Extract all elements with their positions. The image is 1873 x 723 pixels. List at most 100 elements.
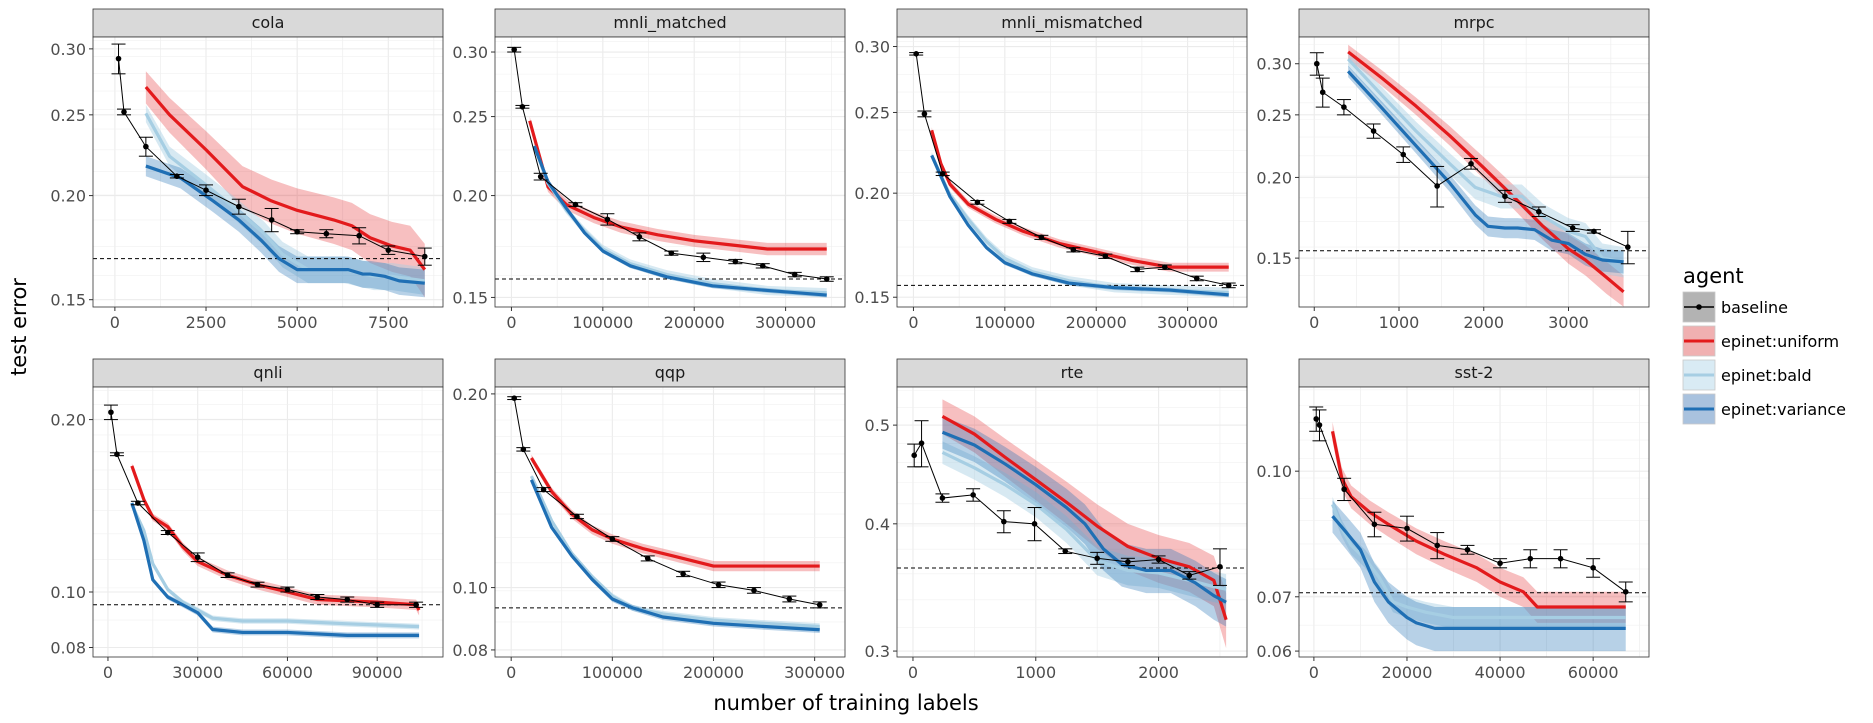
baseline-point [1591, 228, 1597, 235]
band-epinet-variance [1348, 65, 1624, 274]
x-tick-label: 30000 [172, 663, 223, 682]
legend-label: baseline [1721, 298, 1788, 317]
baseline-point [1062, 548, 1069, 554]
line-epinet-variance [529, 479, 820, 632]
band-epinet-variance [1332, 500, 1626, 652]
line-epinet-bald [130, 504, 420, 629]
panel-strip [1298, 358, 1650, 388]
baseline-point [970, 492, 976, 498]
x-tick-label: 0 [506, 663, 516, 682]
panel-strip [896, 8, 1248, 38]
y-tick-label: 0.25 [854, 103, 890, 122]
baseline-point [421, 253, 428, 260]
baseline-point [314, 594, 321, 600]
line-epinet-bald [1331, 503, 1626, 620]
band-epinet-variance [931, 153, 1229, 298]
baseline-point [1468, 160, 1474, 167]
y-tick-label: 0.5 [865, 416, 890, 435]
y-tick-label: 0.10 [50, 583, 86, 602]
baseline-point [143, 143, 149, 150]
legend-label: epinet:uniform [1721, 332, 1839, 351]
baseline-point [268, 217, 275, 223]
y-tick-label: 0.15 [1256, 249, 1292, 268]
baseline-point [911, 452, 917, 459]
baseline-point [1371, 521, 1378, 528]
panel-title: sst-2 [1455, 363, 1494, 382]
baseline-point [786, 596, 793, 602]
legend-item-baseline: baseline [1682, 291, 1788, 323]
baseline-point [1341, 486, 1347, 493]
y-tick-label: 0.20 [452, 187, 488, 206]
x-tick-label: 0 [908, 313, 918, 332]
y-tick-label: 0.25 [452, 108, 488, 127]
panel-qnli: qnli 0.08 0.10 0.20 0 30000 60000 90000 [50, 358, 444, 682]
panel-title: mrpc [1453, 13, 1494, 32]
panel-border [92, 386, 444, 658]
line-epinet-uniform [530, 457, 820, 568]
baseline-point [224, 572, 231, 578]
baseline-point [759, 263, 766, 269]
y-tick-label: 0.20 [452, 385, 488, 404]
line-baseline [513, 49, 827, 280]
panel-mnli-matched: mnli_matched 0.15 0.20 0.25 0.30 0 100000 20000… [452, 8, 846, 332]
x-tick-label: 2000 [1463, 313, 1504, 332]
line-epinet-uniform [144, 85, 427, 271]
baseline-point [413, 601, 419, 608]
baseline-point [1536, 208, 1542, 215]
x-tick-label: 5000 [277, 313, 318, 332]
y-tick-label: 0.20 [1256, 168, 1292, 187]
x-tick-label: 100000 [582, 663, 643, 682]
x-tick-label: 7500 [368, 313, 409, 332]
x-tick-label: 100000 [974, 313, 1035, 332]
baseline-point [572, 201, 579, 208]
baseline-point [236, 203, 242, 210]
baseline-point [939, 495, 946, 501]
baseline-point [1186, 572, 1193, 579]
baseline-point [939, 171, 946, 177]
baseline-point [913, 51, 919, 57]
legend: agent baseline epinet:uniform epinet:bald e… [1682, 264, 1846, 425]
baseline-point [1370, 128, 1377, 134]
y-tick-label: 0.30 [1256, 55, 1292, 74]
x-tick-label: 0 [908, 663, 918, 682]
panel-qqp: qqp 0.08 0.10 0.20 0 100000 200000 300000 [452, 358, 846, 682]
baseline-point [1625, 244, 1631, 250]
baseline-point [1557, 555, 1564, 562]
line-epinet-bald [1346, 57, 1624, 264]
y-tick-label: 0.20 [50, 187, 86, 206]
band-epinet-variance [145, 156, 425, 298]
x-tick-label: 40000 [1475, 663, 1526, 682]
line-epinet-variance [1346, 70, 1624, 264]
y-tick-label: 0.08 [50, 638, 86, 657]
x-tick-label: 60000 [1568, 663, 1619, 682]
plot-area [1299, 387, 1649, 657]
baseline-point [1006, 218, 1013, 225]
baseline-point [1319, 89, 1326, 96]
panel-title: cola [252, 13, 285, 32]
baseline-point [385, 247, 392, 253]
baseline-point [284, 586, 291, 593]
line-epinet-variance [145, 164, 425, 285]
baseline-point [816, 602, 823, 608]
panel-mrpc: mrpc 0.15 0.20 0.25 0.30 0 1000 2000 3000 [1256, 8, 1650, 332]
band-epinet-bald [1348, 51, 1624, 278]
y-tick-label: 0.3 [865, 642, 890, 661]
baseline-point [636, 234, 643, 240]
y-tick-label: 0.10 [452, 579, 488, 598]
panel-strip [494, 8, 846, 38]
y-tick-label: 0.08 [452, 641, 488, 660]
panel-border [1298, 386, 1650, 658]
baseline-point [1434, 542, 1441, 549]
legend-item-epinet-uniform: epinet:uniform [1682, 325, 1839, 357]
line-epinet-variance [1331, 515, 1626, 630]
baseline-point [520, 446, 527, 453]
x-tick-label: 60000 [262, 663, 313, 682]
baseline-point [1125, 559, 1131, 565]
x-tick-label: 0 [1309, 663, 1319, 682]
plot-area [897, 37, 1247, 307]
gridlines [1299, 37, 1649, 308]
baseline-point [1193, 275, 1200, 282]
y-tick-label: 0.10 [1256, 462, 1292, 481]
legend-item-epinet-bald: epinet:bald [1682, 359, 1812, 391]
panel-strip [1298, 8, 1650, 38]
